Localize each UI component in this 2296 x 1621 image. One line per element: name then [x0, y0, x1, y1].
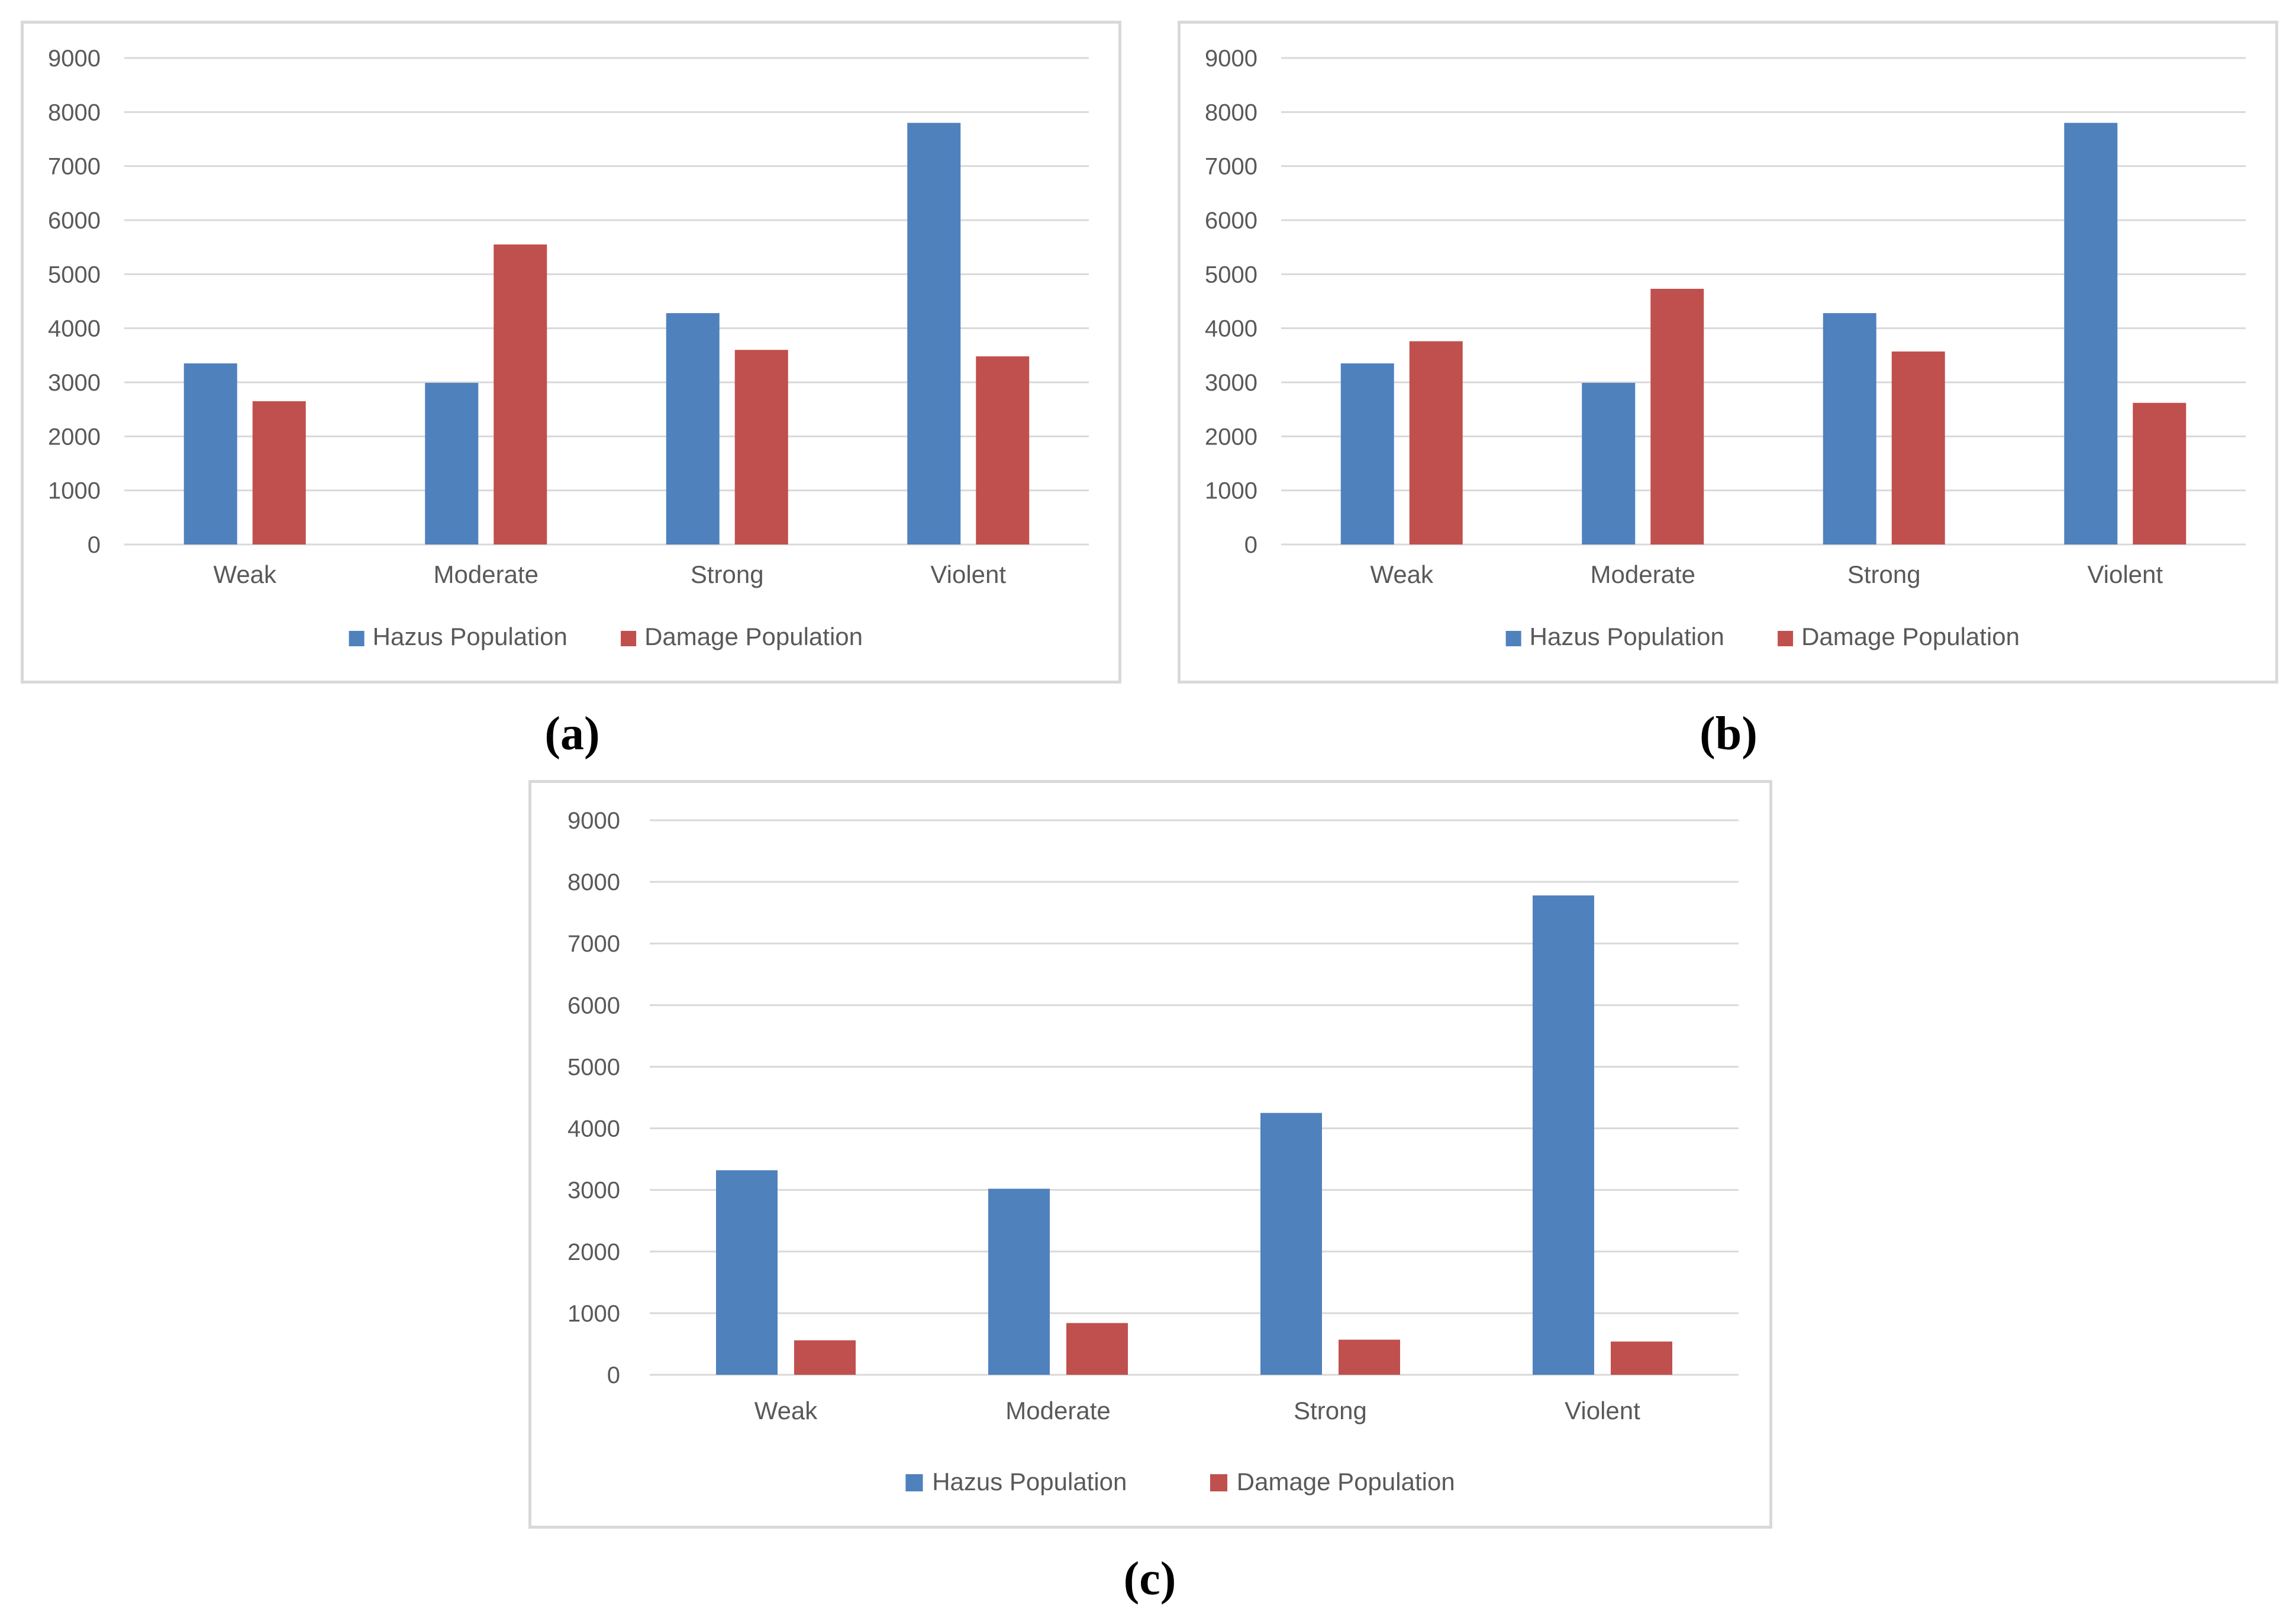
y-tick-label: 0: [607, 1362, 620, 1388]
y-tick-label: 5000: [1205, 262, 1257, 288]
x-category-label: Violent: [1565, 1397, 1640, 1425]
bar-damage-strong: [1339, 1339, 1400, 1375]
y-tick-label: 4000: [1205, 316, 1257, 342]
legend-label-damage: Damage Population: [644, 623, 863, 650]
bar-damage-strong: [1891, 351, 1945, 544]
bar-damage-moderate: [494, 244, 547, 544]
bar-hazus-violent: [2064, 123, 2118, 545]
x-category-label: Strong: [691, 560, 764, 588]
legend-swatch-damage: [1210, 1474, 1228, 1491]
y-tick-label: 1000: [567, 1301, 620, 1327]
bar-damage-moderate: [1066, 1323, 1128, 1375]
y-tick-label: 9000: [1205, 46, 1257, 72]
y-tick-label: 3000: [1205, 370, 1257, 396]
y-tick-label: 6000: [567, 992, 620, 1019]
y-tick-label: 6000: [1205, 208, 1257, 234]
y-tick-label: 4000: [48, 316, 101, 342]
y-tick-label: 7000: [567, 931, 620, 957]
x-category-label: Moderate: [434, 560, 538, 588]
bar-hazus-moderate: [988, 1188, 1050, 1375]
legend-label-hazus: Hazus Population: [932, 1468, 1127, 1496]
x-category-label: Strong: [1294, 1397, 1367, 1425]
legend-swatch-hazus: [1505, 631, 1521, 646]
y-tick-label: 7000: [48, 154, 101, 180]
y-tick-label: 2000: [48, 424, 101, 450]
x-category-label: Weak: [754, 1397, 818, 1425]
x-category-label: Strong: [1847, 560, 1921, 588]
y-tick-label: 3000: [567, 1178, 620, 1204]
bar-damage-weak: [1409, 341, 1463, 544]
y-tick-label: 8000: [48, 99, 101, 125]
y-tick-label: 1000: [1205, 478, 1257, 504]
bar-hazus-weak: [183, 363, 237, 544]
chart-panel-c: 0 1000 2000 3000 4000 5000 6000 7000 8000 9000 Wea…: [528, 780, 1772, 1529]
chart-c-svg: 0 1000 2000 3000 4000 5000 6000 7000 8000 9000 Wea…: [567, 808, 1739, 1496]
bar-damage-violent: [976, 356, 1030, 544]
bar-hazus-violent: [907, 123, 961, 545]
legend-label-hazus: Hazus Population: [373, 623, 567, 650]
y-tick-label: 5000: [48, 262, 101, 288]
bar-hazus-strong: [1260, 1113, 1322, 1375]
bar-damage-violent: [1611, 1341, 1672, 1375]
chart-a-svg: 0 1000 2000 3000 4000 5000 6000 7000 8000 9000 Wea…: [48, 46, 1089, 650]
legend-label-hazus: Hazus Population: [1530, 623, 1724, 650]
legend-swatch-damage: [621, 631, 637, 646]
bar-hazus-weak: [1340, 363, 1394, 544]
x-category-label: Violent: [2087, 560, 2163, 588]
y-tick-label: 8000: [567, 869, 620, 895]
x-category-label: Violent: [930, 560, 1006, 588]
legend-swatch-hazus: [349, 631, 365, 646]
x-category-label: Weak: [1370, 560, 1434, 588]
y-tick-label: 0: [1244, 532, 1257, 558]
y-tick-label: 4000: [567, 1116, 620, 1142]
bar-hazus-weak: [716, 1170, 778, 1375]
y-tick-label: 0: [88, 532, 101, 558]
chart-panel-a: 0 1000 2000 3000 4000 5000 6000 7000 8000 9000 Wea…: [21, 21, 1121, 684]
x-category-label: Weak: [213, 560, 277, 588]
x-category-label: Moderate: [1005, 1397, 1110, 1425]
y-tick-label: 1000: [48, 478, 101, 504]
y-tick-label: 9000: [48, 46, 101, 72]
y-tick-label: 2000: [1205, 424, 1257, 450]
bar-damage-weak: [794, 1340, 856, 1375]
bar-damage-moderate: [1650, 288, 1704, 544]
bar-damage-violent: [2133, 402, 2187, 544]
legend-label-damage: Damage Population: [1237, 1468, 1455, 1496]
legend-label-damage: Damage Population: [1801, 623, 2020, 650]
caption-c: (c): [1123, 1553, 1176, 1605]
chart-b-svg: 0 1000 2000 3000 4000 5000 6000 7000 8000 9000 Wea…: [1205, 46, 2246, 650]
y-tick-label: 3000: [48, 370, 101, 396]
bar-hazus-strong: [666, 313, 720, 544]
caption-a: (a): [544, 708, 600, 760]
y-tick-label: 9000: [567, 808, 620, 834]
bar-hazus-moderate: [1582, 382, 1636, 544]
bar-hazus-violent: [1533, 895, 1594, 1375]
bar-damage-strong: [734, 350, 788, 544]
y-tick-label: 2000: [567, 1239, 620, 1265]
y-tick-label: 8000: [1205, 99, 1257, 125]
x-category-label: Moderate: [1591, 560, 1695, 588]
bar-damage-weak: [252, 401, 306, 544]
y-tick-label: 5000: [567, 1054, 620, 1080]
y-tick-label: 6000: [48, 208, 101, 234]
bar-hazus-strong: [1823, 313, 1876, 544]
chart-panel-b: 0 1000 2000 3000 4000 5000 6000 7000 8000 9000 Wea…: [1178, 21, 2278, 684]
y-tick-label: 7000: [1205, 154, 1257, 180]
bar-hazus-moderate: [425, 382, 479, 544]
caption-b: (b): [1700, 708, 1758, 760]
legend-swatch-damage: [1778, 631, 1794, 646]
legend-swatch-hazus: [905, 1474, 923, 1491]
